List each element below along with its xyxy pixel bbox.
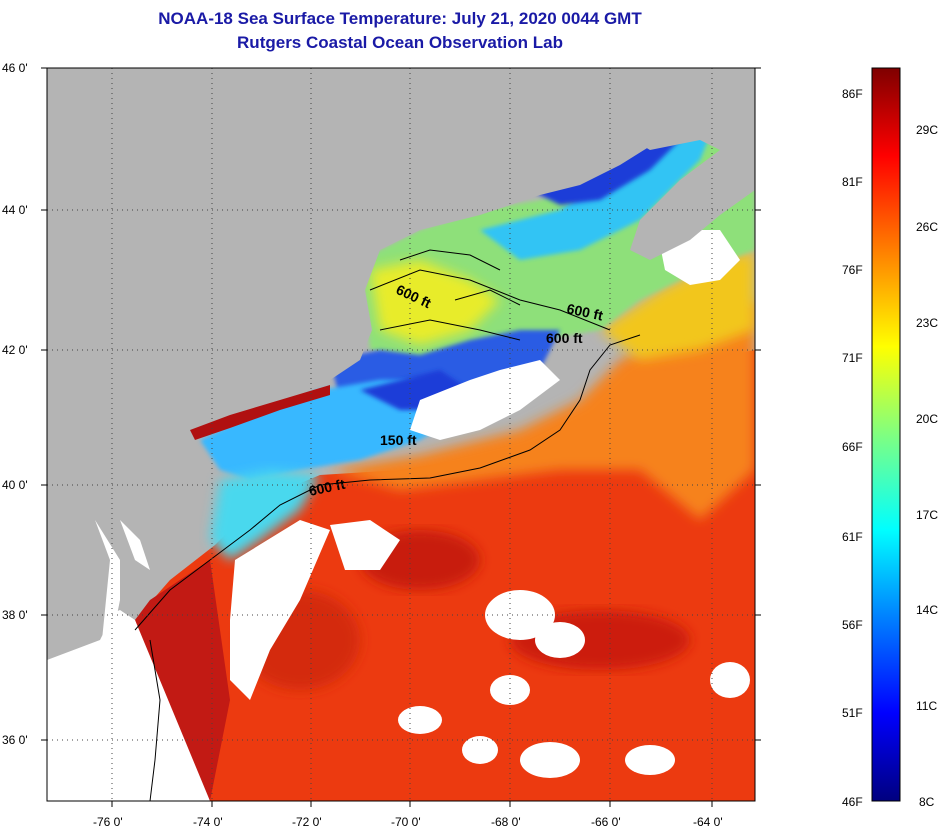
colorbar bbox=[871, 67, 901, 802]
lat-label: 38 0' bbox=[2, 608, 28, 622]
colorbar-label-f: 46F bbox=[842, 795, 863, 809]
lon-label: -68 0' bbox=[491, 815, 521, 829]
cloud-patch bbox=[330, 520, 400, 570]
lat-label: 44 0' bbox=[2, 203, 28, 217]
bathymetry-contours bbox=[134, 249, 641, 801]
colorbar-label-f: 86F bbox=[842, 87, 863, 101]
contour-label: 600 ft bbox=[307, 476, 346, 499]
lat-label: 36 0' bbox=[2, 733, 28, 747]
lon-label: -72 0' bbox=[292, 815, 322, 829]
contour-label: 600 ft bbox=[565, 300, 604, 323]
map-frame bbox=[46, 67, 756, 802]
lon-label: -76 0' bbox=[93, 815, 123, 829]
colorbar-label-c: 14C bbox=[916, 603, 939, 617]
lon-label: -70 0' bbox=[391, 815, 421, 829]
colorbar-label-f: 71F bbox=[842, 351, 863, 365]
colorbar-label-f: 66F bbox=[842, 440, 863, 454]
colorbar-label-c: 8C bbox=[919, 795, 935, 809]
contour-label: 150 ft bbox=[380, 432, 417, 448]
lon-label: -66 0' bbox=[591, 815, 621, 829]
nova-scotia bbox=[600, 90, 755, 260]
contour-label: 600 ft bbox=[546, 330, 583, 346]
colorbar-label-c: 17C bbox=[916, 508, 939, 522]
lat-label: 42 0' bbox=[2, 343, 28, 357]
colorbar-label-f: 51F bbox=[842, 706, 863, 720]
map-panel: 600 ft 600 ft 600 ft 150 ft 600 ft bbox=[47, 68, 755, 801]
axis-ticks bbox=[41, 67, 761, 807]
graticule bbox=[47, 68, 755, 801]
new-england-coast bbox=[47, 68, 755, 660]
colorbar-label-f: 81F bbox=[842, 175, 863, 189]
lat-label: 46 0' bbox=[2, 61, 28, 75]
map-subtitle: Rutgers Coastal Ocean Observation Lab bbox=[237, 33, 563, 52]
colorbar-label-c: 23C bbox=[916, 316, 939, 330]
map-title: NOAA-18 Sea Surface Temperature: July 21… bbox=[158, 9, 642, 28]
colorbar-label-f: 76F bbox=[842, 263, 863, 277]
dark-red-swath bbox=[135, 560, 230, 801]
lat-label: 40 0' bbox=[2, 478, 28, 492]
colorbar-label-c: 20C bbox=[916, 412, 939, 426]
lon-label: -74 0' bbox=[193, 815, 223, 829]
colorbar-label-c: 29C bbox=[916, 123, 939, 137]
no-data-swath bbox=[47, 610, 210, 801]
long-island bbox=[190, 385, 330, 440]
colorbar-label-f: 61F bbox=[842, 530, 863, 544]
cloud-patch bbox=[410, 360, 560, 440]
colorbar-label-f: 56F bbox=[842, 618, 863, 632]
colorbar-label-c: 26C bbox=[916, 220, 939, 234]
lon-label: -64 0' bbox=[693, 815, 723, 829]
colorbar-label-c: 11C bbox=[916, 699, 938, 713]
cloud-patch bbox=[230, 520, 330, 700]
